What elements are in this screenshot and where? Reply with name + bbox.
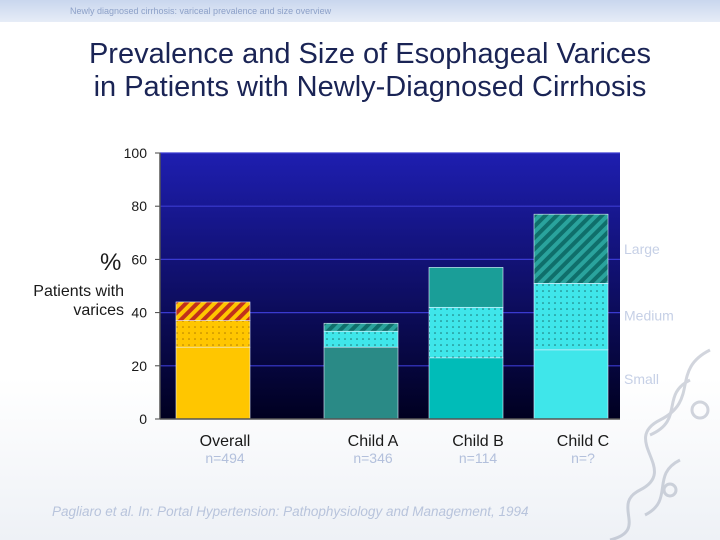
header-bar: Newly diagnosed cirrhosis: variceal prev… — [0, 0, 720, 22]
bar-child-b-medium-dots — [429, 307, 503, 358]
bar-overall-large — [175, 301, 251, 321]
x-category-label: Overall — [200, 433, 251, 450]
bar-child-b-large — [428, 267, 504, 308]
bar-child-b-small — [428, 357, 504, 420]
citation: Pagliaro et al. In: Portal Hypertension:… — [52, 504, 529, 519]
y-axis-label: Patients with varices — [30, 282, 124, 320]
y-axis-label-text: Patients with varices — [33, 283, 124, 319]
bar-child-a-large — [323, 322, 399, 332]
title-line-2: in Patients with Newly-Diagnosed Cirrhos… — [93, 71, 647, 103]
y-axis-symbol: % — [100, 249, 122, 276]
x-category-label: Child A — [348, 433, 399, 450]
x-category-label: Child B — [452, 433, 504, 450]
x-sample-size-label: n=? — [571, 450, 595, 466]
bar-child-a-small — [323, 346, 399, 420]
legend-large: Large — [624, 241, 660, 257]
x-sample-size-label: n=346 — [353, 450, 393, 466]
title-line-1: Prevalence and Size of Esophageal Varice… — [88, 38, 652, 70]
bar-child-c-small — [533, 349, 609, 420]
y-tick-label: 20 — [131, 358, 147, 374]
legend-small: Small — [624, 371, 659, 387]
y-tick-label: 100 — [124, 145, 148, 161]
x-sample-size-label: n=494 — [205, 450, 245, 466]
header-faint-text: Newly diagnosed cirrhosis: variceal prev… — [70, 6, 332, 16]
y-tick-label: 0 — [139, 411, 147, 427]
bar-overall-medium — [175, 320, 251, 348]
dragon-watermark-icon — [609, 348, 711, 540]
x-sample-size-label: n=114 — [459, 450, 497, 466]
bar-overall-small — [175, 346, 251, 420]
y-tick-label: 40 — [131, 305, 147, 321]
y-tick-label: 80 — [131, 198, 147, 214]
slide-title: Prevalence and Size of Esophageal Varice… — [40, 38, 700, 104]
bar-child-c-large — [533, 213, 609, 284]
bar-child-c-medium-dots — [534, 283, 608, 350]
x-category-label: Child C — [557, 433, 609, 450]
legend-medium: Medium — [624, 307, 674, 323]
bar-child-a-medium-dots — [324, 331, 398, 348]
y-tick-label: 60 — [131, 251, 147, 267]
